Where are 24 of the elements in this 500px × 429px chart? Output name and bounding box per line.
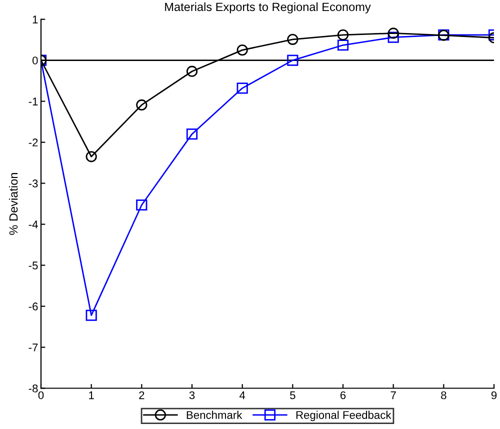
- y-tick-label: 1: [32, 16, 38, 24]
- y-tick-label: -5: [28, 262, 38, 270]
- y-tick-label: -7: [28, 344, 38, 352]
- y-tick-label: -8: [28, 384, 38, 392]
- x-tick-label: 9: [491, 391, 497, 400]
- x-tick-label: 1: [89, 391, 94, 400]
- legend-label: Benchmark: [186, 410, 242, 419]
- x-tick-label: 5: [290, 391, 296, 400]
- x-tick-label: 7: [390, 391, 396, 400]
- chart-title: Materials Exports to Regional Economy: [165, 2, 371, 14]
- y-axis-title: % Deviation: [9, 173, 18, 235]
- x-tick-label: 4: [240, 391, 246, 400]
- y-tick-label: -2: [28, 138, 38, 146]
- legend-label: Regional Feedback: [296, 410, 392, 422]
- y-tick-label: -1: [28, 98, 38, 106]
- x-tick-label: 2: [139, 391, 144, 400]
- x-tick-label: 8: [441, 391, 446, 400]
- x-tick-label: 3: [189, 391, 195, 400]
- y-tick-label: 0: [32, 56, 38, 64]
- y-tick-label: -3: [28, 180, 38, 188]
- x-tick-label: 0: [38, 391, 44, 400]
- y-tick-label: -4: [28, 220, 38, 228]
- x-tick-label: 6: [340, 391, 346, 400]
- y-tick-label: -6: [28, 302, 38, 310]
